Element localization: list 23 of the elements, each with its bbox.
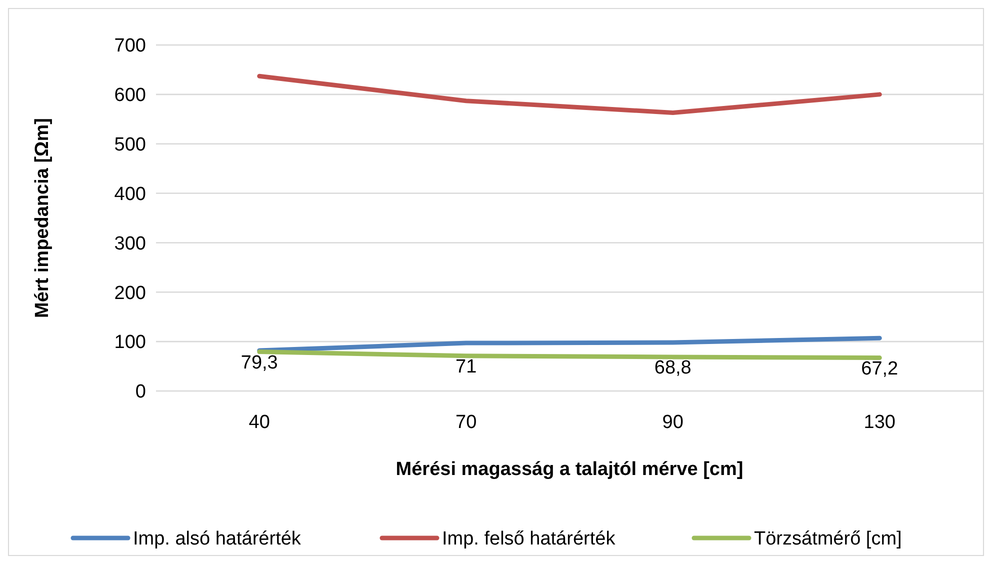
y-tick-label: 100 bbox=[114, 332, 146, 354]
line-series bbox=[257, 336, 882, 353]
legend-label: Imp. alsó határérték bbox=[133, 528, 302, 550]
y-tick-label: 600 bbox=[114, 85, 146, 106]
y-tick-label: 0 bbox=[135, 382, 146, 403]
y-tick-label: 400 bbox=[114, 184, 146, 205]
x-tick-label: 130 bbox=[864, 412, 896, 433]
line-series bbox=[257, 74, 882, 115]
data-label: 68,8 bbox=[654, 358, 692, 379]
legend-label: Imp. felső határérték bbox=[442, 528, 616, 550]
y-axis-title: Mért impedancia [Ωm] bbox=[32, 118, 53, 318]
data-label: 71 bbox=[456, 356, 477, 378]
data-label: 67,2 bbox=[861, 358, 898, 380]
y-tick-label: 700 bbox=[114, 36, 146, 57]
y-tick-label: 200 bbox=[114, 282, 146, 304]
y-tick-label: 300 bbox=[114, 233, 146, 254]
y-tick-label: 500 bbox=[114, 134, 146, 156]
legend-label: Törzsátmérő [cm] bbox=[754, 528, 902, 550]
x-axis-title: Mérési magasság a talajtól mérve [cm] bbox=[396, 459, 744, 480]
x-tick-label: 70 bbox=[456, 412, 477, 433]
data-label: 79,3 bbox=[240, 352, 278, 374]
x-tick-label: 90 bbox=[662, 412, 684, 433]
x-tick-label: 40 bbox=[248, 412, 270, 433]
